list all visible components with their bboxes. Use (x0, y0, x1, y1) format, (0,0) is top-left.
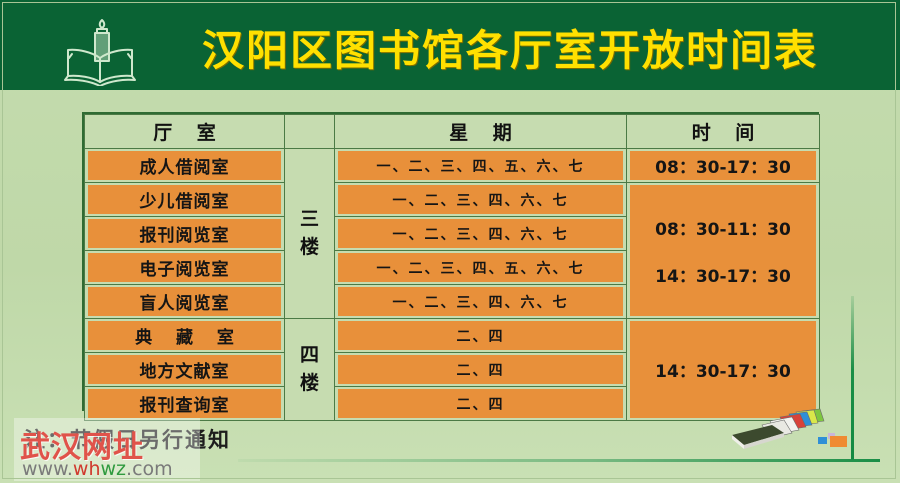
table-row: 报刊查询室 二、四 (84, 386, 820, 421)
floor-label-line1: 三 (299, 207, 319, 230)
time-cell: 14：30-17：30 (626, 318, 820, 421)
page-title: 汉阳区图书馆各厅室开放时间表 (201, 26, 818, 75)
room-cell: 少儿借阅室 (84, 182, 285, 217)
floor-cell-third: 三 楼 (284, 148, 335, 319)
room-cell: 报刊阅览室 (84, 216, 285, 251)
watermark-url: www.whwz.com (22, 458, 173, 480)
schedule-table-container: 厅 室 星 期 时 间 成人借阅室 三 楼 (82, 112, 820, 421)
time-label: 08：30-17：30 (630, 151, 816, 180)
stack-of-books-icon (722, 405, 857, 457)
room-cell: 报刊查询室 (84, 386, 285, 421)
time-label-group: 08：30-11：30 14：30-17：30 (630, 185, 816, 316)
column-header-floor (284, 114, 335, 149)
header-banner-inner (4, 4, 896, 86)
week-cell: 一、二、三、四、六、七 (334, 216, 627, 251)
week-cell: 一、二、三、四、六、七 (334, 284, 627, 319)
room-label: 电子阅览室 (88, 253, 281, 282)
week-label: 二、四 (338, 321, 623, 350)
column-header-room: 厅 室 (84, 114, 285, 149)
room-cell: 成人借阅室 (84, 148, 285, 183)
watermark-url-suffix: .com (126, 458, 173, 480)
schedule-table: 厅 室 星 期 时 间 成人借阅室 三 楼 (84, 114, 820, 421)
time-cell: 08：30-17：30 (626, 148, 820, 183)
time-label-line2: 14：30-17：30 (655, 266, 791, 287)
room-cell: 地方文献室 (84, 352, 285, 387)
week-label: 一、二、三、四、五、六、七 (338, 151, 623, 180)
time-label: 14：30-17：30 (630, 321, 816, 418)
table-row: 成人借阅室 三 楼 一、二、三、四、五、六、七 08：30-17：30 (84, 148, 820, 319)
column-header-week: 星 期 (334, 114, 627, 149)
room-label: 地方文献室 (88, 355, 281, 384)
room-label: 典 藏 室 (88, 321, 281, 350)
room-cell: 盲人阅览室 (84, 284, 285, 319)
watermark-url-prefix: www. (22, 458, 73, 480)
table-header-row: 厅 室 星 期 时 间 (84, 114, 820, 149)
decorative-vertical-line (851, 296, 854, 460)
watermark-url-wh: wh (72, 458, 101, 480)
room-cell: 典 藏 室 (84, 318, 285, 353)
open-book-with-candle-icon (52, 14, 152, 87)
floor-label-line1: 四 (299, 343, 319, 366)
column-header-time: 时 间 (626, 114, 820, 149)
decorative-horizontal-line (238, 459, 880, 462)
floor-label-line2: 楼 (299, 235, 319, 258)
week-label: 二、四 (338, 355, 623, 384)
table-row: 典 藏 室 四 楼 二、四 14：30-17：30 (84, 318, 820, 421)
header-banner: 汉阳区图书馆各厅室开放时间表 (0, 0, 900, 90)
room-cell: 电子阅览室 (84, 250, 285, 285)
week-label: 一、二、三、四、六、七 (338, 185, 623, 214)
room-label: 报刊阅览室 (88, 219, 281, 248)
floor-label-line2: 楼 (299, 371, 319, 394)
floor-cell-fourth: 四 楼 (284, 318, 335, 421)
time-label-line1: 08：30-11：30 (655, 219, 791, 240)
footer-note: 注：节假日另行通知 (24, 428, 231, 452)
table-row: 报刊阅览室 一、二、三、四、六、七 (84, 216, 820, 251)
week-cell: 一、二、三、四、五、六、七 (334, 148, 627, 183)
table-row: 地方文献室 二、四 (84, 352, 820, 387)
week-label: 一、二、三、四、五、六、七 (338, 253, 623, 282)
week-cell: 二、四 (334, 352, 627, 387)
week-label: 一、二、三、四、六、七 (338, 219, 623, 248)
room-label: 成人借阅室 (88, 151, 281, 180)
watermark-url-wz: wz (100, 458, 127, 480)
room-label: 盲人阅览室 (88, 287, 281, 316)
table-row: 盲人阅览室 一、二、三、四、六、七 (84, 284, 820, 319)
table-row: 少儿借阅室 一、二、三、四、六、七 08：30-11：30 14：30-17：3… (84, 182, 820, 319)
table-row: 电子阅览室 一、二、三、四、五、六、七 (84, 250, 820, 285)
room-label: 少儿借阅室 (88, 185, 281, 214)
week-cell: 一、二、三、四、六、七 (334, 182, 627, 217)
week-cell: 二、四 (334, 386, 627, 421)
week-cell: 一、二、三、四、五、六、七 (334, 250, 627, 285)
week-cell: 二、四 (334, 318, 627, 353)
room-label: 报刊查询室 (88, 389, 281, 418)
week-label: 一、二、三、四、六、七 (338, 287, 623, 316)
time-cell: 08：30-11：30 14：30-17：30 (626, 182, 820, 319)
week-label: 二、四 (338, 389, 623, 418)
